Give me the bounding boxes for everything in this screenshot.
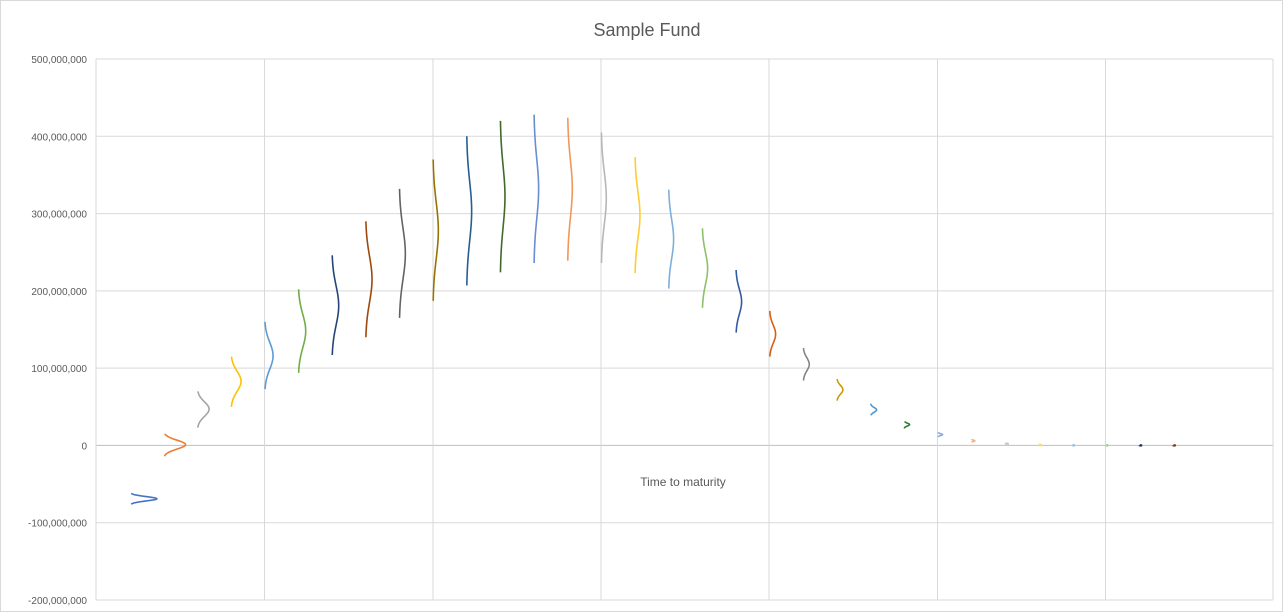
y-tick-label: 100,000,000 [31,364,87,375]
series-distribution-3 [196,391,210,428]
series-distribution-4 [230,356,242,407]
series-distribution-25 [937,431,944,438]
series-distribution-6 [297,289,307,373]
y-tick-label: 0 [81,441,87,452]
x-axis-label: Time to maturity [640,475,726,489]
series-distribution-16 [634,157,641,274]
series-distribution-18 [701,228,709,308]
series-distribution-19 [735,269,743,333]
series-distribution-7 [331,255,340,356]
series-distribution-26 [970,438,976,444]
series-distribution-28 [1037,443,1043,447]
series-distribution-24 [903,420,911,430]
y-tick-label: 500,000,000 [31,55,87,66]
series-distribution-9 [398,188,407,318]
series-distribution-1 [130,492,158,505]
y-tick-label: 200,000,000 [31,287,87,298]
series-distribution-17 [667,189,675,289]
y-tick-label: 300,000,000 [31,210,87,221]
y-tick-label: -200,000,000 [28,596,87,607]
y-tick-label: -100,000,000 [28,519,87,530]
series-distribution-2 [163,433,187,457]
y-tick-label: 400,000,000 [31,132,87,143]
series-distribution-21 [802,347,811,381]
gridlines [95,58,1274,601]
chart-title: Sample Fund [593,20,700,40]
series-distribution-15 [600,132,608,264]
series-distribution-10 [432,159,440,301]
series-distribution-27 [1004,441,1010,446]
y-axis-ticks: 500,000,000 400,000,000 300,000,000 200,000… [28,55,87,607]
series-distribution-12 [499,120,506,273]
series-distribution-8 [365,221,373,338]
series-group [130,114,1177,505]
series-distribution-23 [869,403,878,416]
series-distribution-11 [466,136,473,286]
series-distribution-14 [566,117,574,261]
series-distribution-5 [264,321,274,390]
series-distribution-13 [533,114,540,264]
series-distribution-20 [768,310,777,357]
series-distribution-22 [836,378,844,402]
